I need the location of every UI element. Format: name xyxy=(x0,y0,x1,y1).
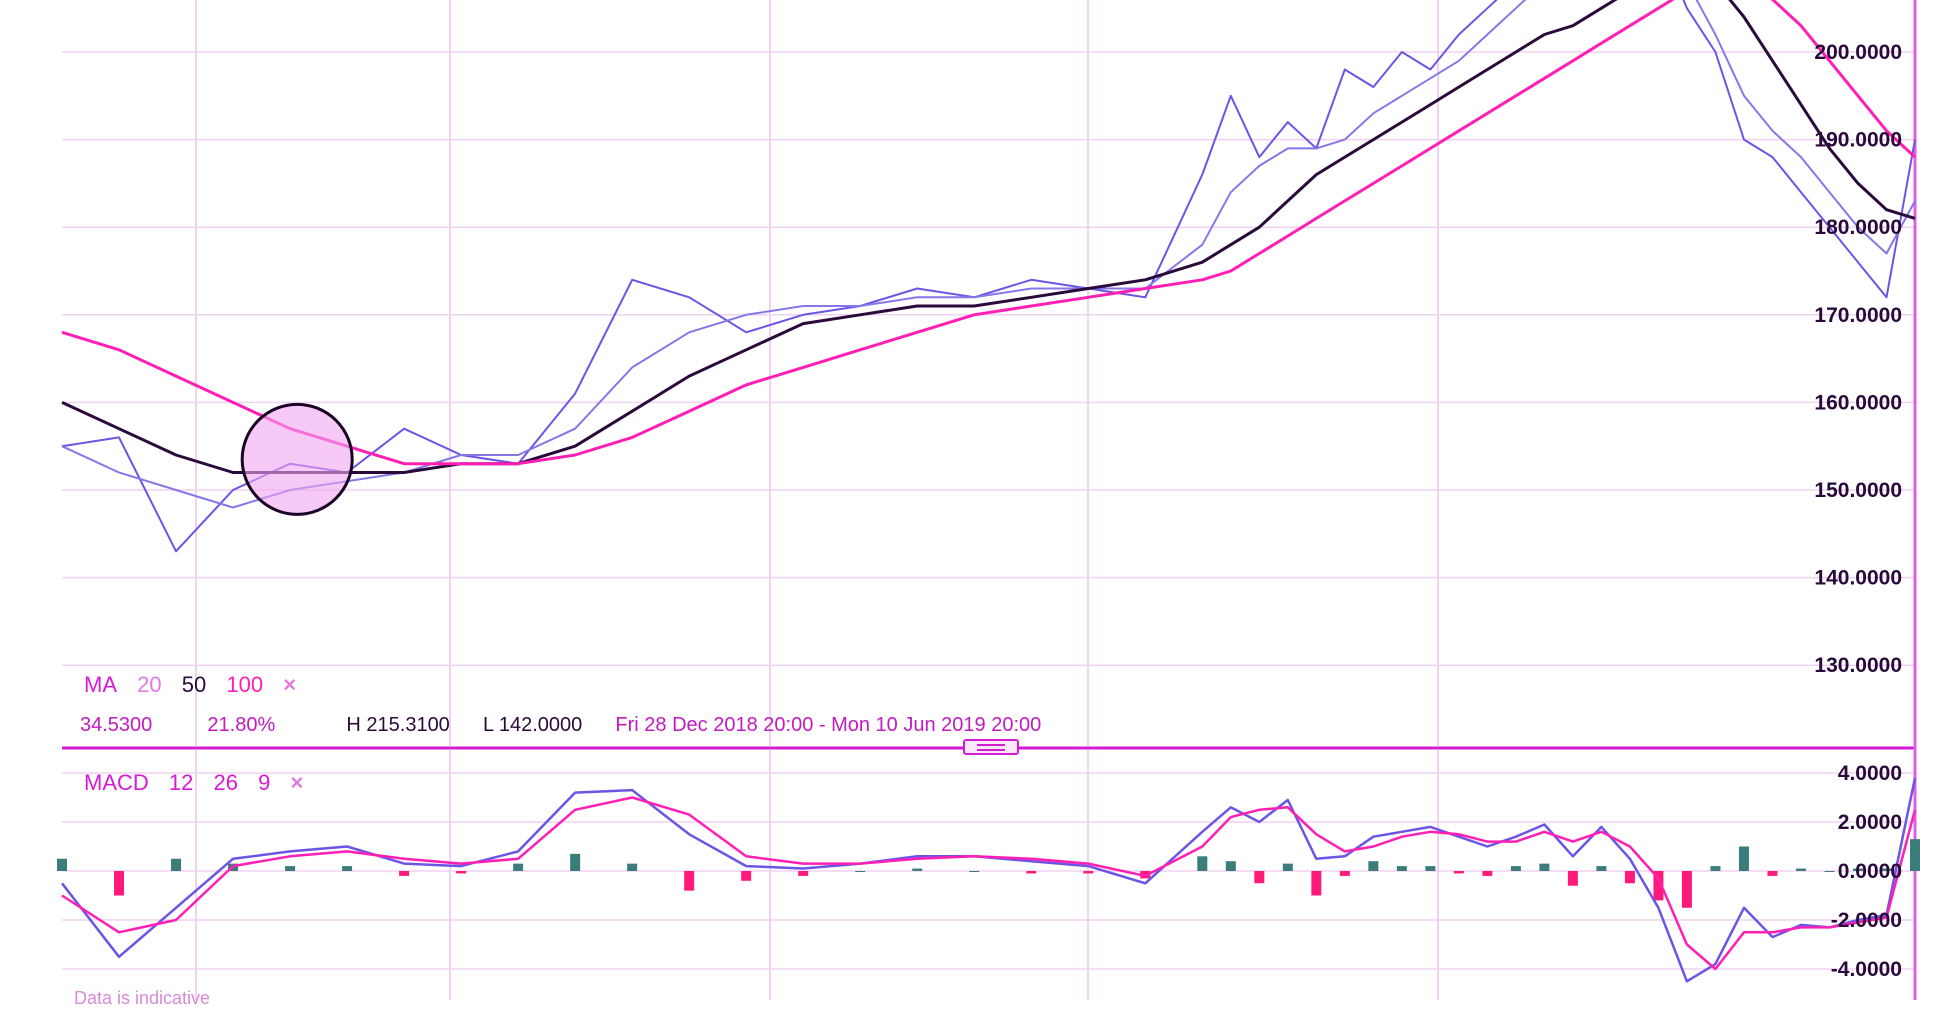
price-change: 34.5300 xyxy=(80,714,153,736)
macd-histogram-bar xyxy=(1368,861,1379,871)
main-y-tick-label: 190.0000 xyxy=(1814,129,1902,152)
macd-histogram-bar xyxy=(1596,866,1607,871)
macd-indicator-name[interactable]: MACD xyxy=(84,770,149,795)
macd-grid xyxy=(62,750,1915,1000)
main-y-tick-label: 200.0000 xyxy=(1814,41,1902,64)
macd-histogram-bar xyxy=(684,871,695,891)
macd-histogram-bar xyxy=(1824,871,1835,872)
price-change-pct: 21.80% xyxy=(207,714,276,736)
highlight-circle xyxy=(240,402,354,516)
macd-histogram-bar xyxy=(285,866,296,871)
macd-histogram-bar xyxy=(1567,871,1578,886)
macd-histogram-bar xyxy=(1653,871,1664,901)
macd-histogram-bar xyxy=(1339,871,1350,876)
macd-line-macd xyxy=(61,777,1917,983)
macd-histogram-bar xyxy=(1681,871,1692,908)
macd-histogram-bar xyxy=(1425,866,1436,871)
ma-period-20[interactable]: 20 xyxy=(137,672,162,697)
macd-histogram-bar xyxy=(114,871,125,896)
macd-remove-close-icon[interactable]: × xyxy=(290,770,304,795)
macd-histogram-bar xyxy=(1197,856,1208,871)
macd-fast-period[interactable]: 12 xyxy=(168,770,194,795)
series-line-ma-20 xyxy=(61,0,1916,509)
date-range: Fri 28 Dec 2018 20:00 - Mon 10 Jun 2019 … xyxy=(615,714,1042,736)
macd-histogram-bar xyxy=(1910,839,1920,871)
macd-histogram-bar xyxy=(855,871,866,872)
macd-histogram-bar xyxy=(1482,871,1493,876)
macd-histogram-bar xyxy=(399,871,410,876)
macd-histogram-bar xyxy=(1539,863,1550,871)
macd-y-tick-label: -4.0000 xyxy=(1831,958,1902,981)
ma-indicator-legend: MA 20 50 100 × xyxy=(84,672,310,698)
macd-histogram-bar xyxy=(969,871,980,872)
series-line-price xyxy=(61,0,1916,553)
macd-histogram-bar xyxy=(1083,871,1094,874)
macd-histogram-bar xyxy=(1396,866,1407,871)
price-stats-row: 34.5300 21.80% H 215.3100 L 142.0000 Fri… xyxy=(80,714,1041,737)
macd-y-axis-ticks: 4.0000 2.0000 0.0000 -2.0000 -4.0000 xyxy=(1831,762,1902,981)
ma-remove-close-icon[interactable]: × xyxy=(283,672,297,697)
main-grid xyxy=(62,0,1915,746)
macd-histogram-bar xyxy=(627,863,638,871)
macd-series-group xyxy=(61,777,1917,983)
main-series-group xyxy=(61,0,1917,553)
panel-resize-handle[interactable] xyxy=(963,739,1019,755)
macd-histogram-bar xyxy=(1852,868,1863,871)
ma-period-100[interactable]: 100 xyxy=(226,672,264,697)
macd-histogram-bar xyxy=(570,853,581,871)
ma-indicator-name[interactable]: MA xyxy=(84,672,117,697)
macd-y-tick-label: -2.0000 xyxy=(1831,909,1902,932)
main-y-axis-ticks: 200.0000 190.0000 180.0000 170.0000 160.0000… xyxy=(1814,41,1902,677)
macd-y-tick-label: 4.0000 xyxy=(1838,762,1902,785)
main-y-tick-label: 180.0000 xyxy=(1814,216,1902,239)
macd-histogram-bar xyxy=(1453,871,1464,874)
macd-histogram-bar xyxy=(456,871,467,874)
macd-histogram-bar xyxy=(1624,871,1635,884)
macd-line-signal xyxy=(61,796,1917,971)
range-low: L 142.0000 xyxy=(482,714,583,736)
macd-histogram-bar xyxy=(1225,861,1236,871)
macd-indicator-legend: MACD 12 26 9 × xyxy=(84,770,317,796)
macd-histogram-bar xyxy=(1881,868,1892,871)
main-y-tick-label: 160.0000 xyxy=(1814,391,1902,414)
macd-signal-period[interactable]: 9 xyxy=(258,770,271,795)
main-y-tick-label: 170.0000 xyxy=(1814,304,1902,327)
macd-y-tick-label: 0.0000 xyxy=(1838,860,1902,883)
main-y-tick-label: 150.0000 xyxy=(1814,479,1902,502)
macd-histogram-bar xyxy=(1738,846,1749,871)
macd-histogram-bar xyxy=(1311,871,1322,896)
macd-histogram-bar xyxy=(1510,866,1521,871)
footer-note: Data is indicative xyxy=(74,988,211,1008)
macd-histogram-bar xyxy=(1282,863,1293,871)
macd-histogram-bar xyxy=(798,871,809,876)
main-y-tick-label: 130.0000 xyxy=(1814,654,1902,677)
macd-histogram-bar xyxy=(57,858,67,871)
range-high: H 215.3100 xyxy=(346,714,450,736)
macd-histogram-bar xyxy=(912,868,923,871)
macd-histogram-bar xyxy=(513,863,524,871)
macd-histogram-bar xyxy=(741,871,752,881)
macd-histogram-bar xyxy=(171,858,182,871)
series-line-ma-100 xyxy=(61,0,1917,466)
ma-period-50[interactable]: 50 xyxy=(181,672,207,697)
macd-histogram-bar xyxy=(1254,871,1265,884)
macd-histogram-bar xyxy=(1710,866,1721,871)
macd-histogram-bar xyxy=(1767,871,1778,876)
macd-histogram-bar xyxy=(1795,868,1806,871)
main-y-tick-label: 140.0000 xyxy=(1814,567,1902,590)
macd-y-tick-label: 2.0000 xyxy=(1838,811,1902,834)
macd-slow-period[interactable]: 26 xyxy=(213,770,238,795)
macd-histogram-bar xyxy=(342,866,353,871)
macd-histogram-bar xyxy=(1026,871,1037,874)
